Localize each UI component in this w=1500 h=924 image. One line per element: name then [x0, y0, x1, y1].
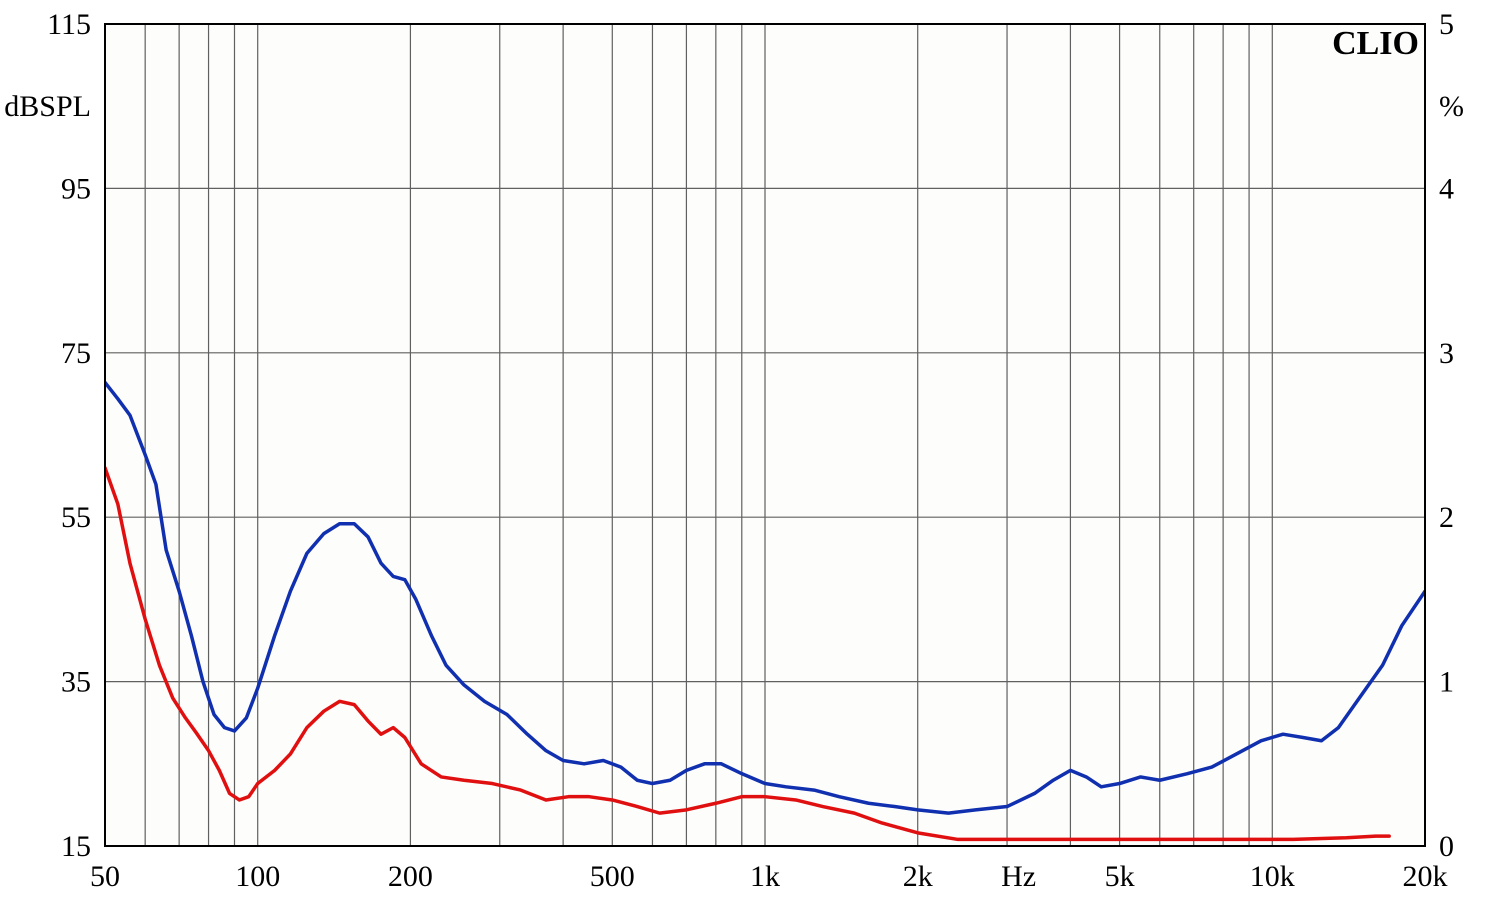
x-tick-label: 5k	[1105, 860, 1135, 893]
y-left-tick-label: 115	[47, 8, 91, 41]
y-right-tick-label: 4	[1439, 172, 1454, 205]
y-right-axis-label: %	[1439, 90, 1464, 123]
y-right-tick-label: 3	[1439, 337, 1454, 370]
y-right-tick-label: 1	[1439, 666, 1454, 699]
x-tick-label: 2k	[903, 860, 933, 893]
watermark-clio: CLIO	[1332, 25, 1419, 62]
y-left-axis-label: dBSPL	[4, 90, 91, 123]
x-tick-label: 20k	[1403, 860, 1448, 893]
y-right-tick-label: 0	[1439, 830, 1454, 863]
x-tick-label: 50	[90, 860, 120, 893]
x-tick-label: 10k	[1250, 860, 1295, 893]
x-tick-label: 500	[590, 860, 635, 893]
x-tick-label: 100	[235, 860, 280, 893]
x-tick-label: 200	[388, 860, 433, 893]
y-right-tick-label: 2	[1439, 501, 1454, 534]
y-right-tick-label: 5	[1439, 8, 1454, 41]
x-tick-label: 1k	[750, 860, 780, 893]
x-axis-unit-label: Hz	[1001, 860, 1036, 893]
chart-svg: 501002005001k2k5k10k20kHz1535557595115dB…	[0, 0, 1500, 924]
y-left-tick-label: 35	[61, 666, 91, 699]
chart-container: 501002005001k2k5k10k20kHz1535557595115dB…	[0, 0, 1500, 924]
y-left-tick-label: 75	[61, 337, 91, 370]
y-left-tick-label: 55	[61, 501, 91, 534]
y-left-tick-label: 15	[61, 830, 91, 863]
y-left-tick-label: 95	[61, 172, 91, 205]
